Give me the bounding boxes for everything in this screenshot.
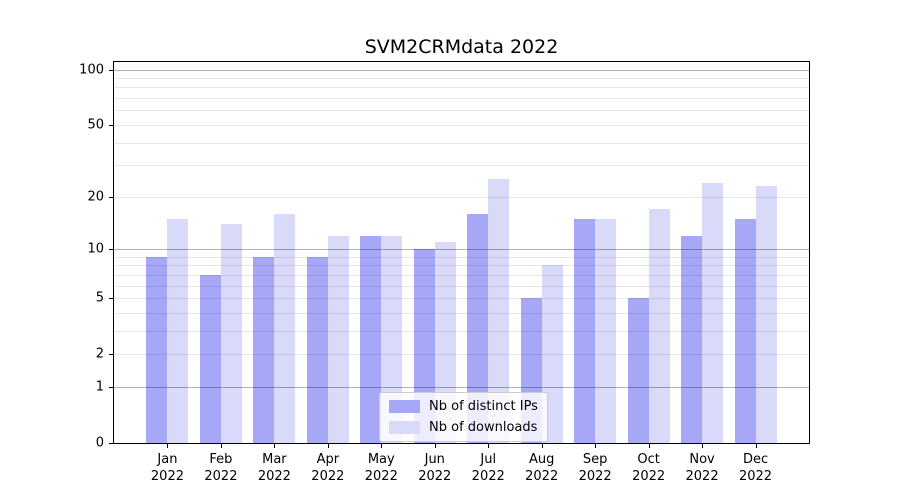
legend-item-distinct-ips: Nb of distinct IPs <box>389 398 538 415</box>
gridline-major-10 <box>114 249 809 250</box>
x-tick-feb <box>220 444 222 448</box>
bar-distinct-ips-oct <box>627 298 649 443</box>
x-tick-jun <box>434 444 436 448</box>
gridline-minor-6 <box>114 285 809 287</box>
y-tick-label-1: 1 <box>95 379 104 395</box>
bar-downloads-sep <box>595 218 617 443</box>
x-tick-label-may: May 2022 <box>364 452 398 484</box>
x-tick-label-sep: Sep 2022 <box>578 452 612 484</box>
gridline-minor-60 <box>114 110 809 112</box>
x-tick-mar <box>274 444 276 448</box>
gridline-minor-30 <box>114 165 809 167</box>
y-tick-label-20: 20 <box>87 189 104 205</box>
plot-area <box>113 61 810 444</box>
gridline-minor-50 <box>114 124 809 126</box>
gridline-minor-8 <box>114 265 809 267</box>
x-tick-sep <box>595 444 597 448</box>
gridline-major-1 <box>114 386 809 388</box>
y-tick-5 <box>109 298 113 300</box>
y-tick-label-2: 2 <box>95 346 104 362</box>
y-tick-label-100: 100 <box>79 62 104 78</box>
gridline-minor-7 <box>114 274 809 276</box>
y-tick-label-10: 10 <box>87 241 104 257</box>
y-tick-20 <box>109 196 113 198</box>
legend: Nb of distinct IPs Nb of downloads <box>379 392 548 442</box>
x-tick-label-oct: Oct 2022 <box>632 452 666 484</box>
x-tick-label-mar: Mar 2022 <box>257 452 291 484</box>
x-tick-jul <box>488 444 490 448</box>
legend-item-downloads: Nb of downloads <box>389 419 538 436</box>
gridline-minor-20 <box>114 196 809 198</box>
x-tick-label-jul: Jul 2022 <box>471 452 505 484</box>
legend-label-distinct-ips: Nb of distinct IPs <box>429 399 538 414</box>
bar-downloads-nov <box>702 182 724 443</box>
bar-downloads-jul <box>488 179 510 443</box>
bar-distinct-ips-sep <box>574 218 596 443</box>
gridline-minor-80 <box>114 87 809 89</box>
gridline-minor-9 <box>114 256 809 258</box>
gridline-minor-70 <box>114 98 809 100</box>
x-tick-label-jan: Jan 2022 <box>150 452 184 484</box>
gridline-minor-40 <box>114 142 809 144</box>
x-tick-dec <box>755 444 757 448</box>
y-tick-2 <box>109 354 113 356</box>
gridline-major-100 <box>114 69 809 71</box>
bar-distinct-ips-apr <box>306 256 328 443</box>
bar-downloads-apr <box>327 235 349 443</box>
x-tick-nov <box>702 444 704 448</box>
bar-downloads-feb <box>220 223 242 443</box>
gridline-minor-5 <box>114 298 809 300</box>
x-tick-label-aug: Aug 2022 <box>525 452 559 484</box>
chart-title: SVM2CRMdata 2022 <box>364 36 559 58</box>
bar-distinct-ips-feb <box>199 274 221 443</box>
gridline-minor-3 <box>114 330 809 332</box>
x-tick-aug <box>541 444 543 448</box>
y-tick-100 <box>109 69 113 71</box>
gridline-minor-2 <box>114 354 809 356</box>
bar-distinct-ips-dec <box>734 218 756 443</box>
x-tick-label-feb: Feb 2022 <box>204 452 238 484</box>
x-tick-oct <box>648 444 650 448</box>
x-tick-label-nov: Nov 2022 <box>685 452 719 484</box>
y-tick-10 <box>109 249 113 250</box>
bar-downloads-dec <box>755 185 777 443</box>
x-tick-label-apr: Apr 2022 <box>311 452 345 484</box>
y-tick-label-0: 0 <box>95 435 104 451</box>
y-tick-label-50: 50 <box>87 117 104 133</box>
x-tick-apr <box>327 444 329 448</box>
bar-downloads-mar <box>274 213 296 443</box>
y-tick-1 <box>109 386 113 388</box>
gridline-minor-4 <box>114 312 809 314</box>
y-tick-50 <box>109 124 113 126</box>
legend-label-downloads: Nb of downloads <box>429 420 538 435</box>
y-tick-label-5: 5 <box>95 290 104 306</box>
bar-downloads-jan <box>167 218 189 443</box>
bar-downloads-may <box>381 235 403 443</box>
y-tick-0 <box>109 443 113 444</box>
bar-distinct-ips-nov <box>681 235 703 443</box>
bar-downloads-oct <box>648 209 670 443</box>
x-tick-may <box>381 444 383 448</box>
legend-swatch-distinct-ips <box>389 400 420 413</box>
x-tick-jan <box>167 444 169 448</box>
x-tick-label-dec: Dec 2022 <box>738 452 773 484</box>
x-tick-label-jun: Jun 2022 <box>418 452 452 484</box>
bar-distinct-ips-mar <box>253 256 275 443</box>
legend-swatch-downloads <box>389 421 420 434</box>
gridline-minor-90 <box>114 78 809 80</box>
bar-distinct-ips-may <box>360 235 382 443</box>
bar-distinct-ips-jan <box>146 256 168 443</box>
bar-distinct-ips-jul <box>467 213 489 443</box>
